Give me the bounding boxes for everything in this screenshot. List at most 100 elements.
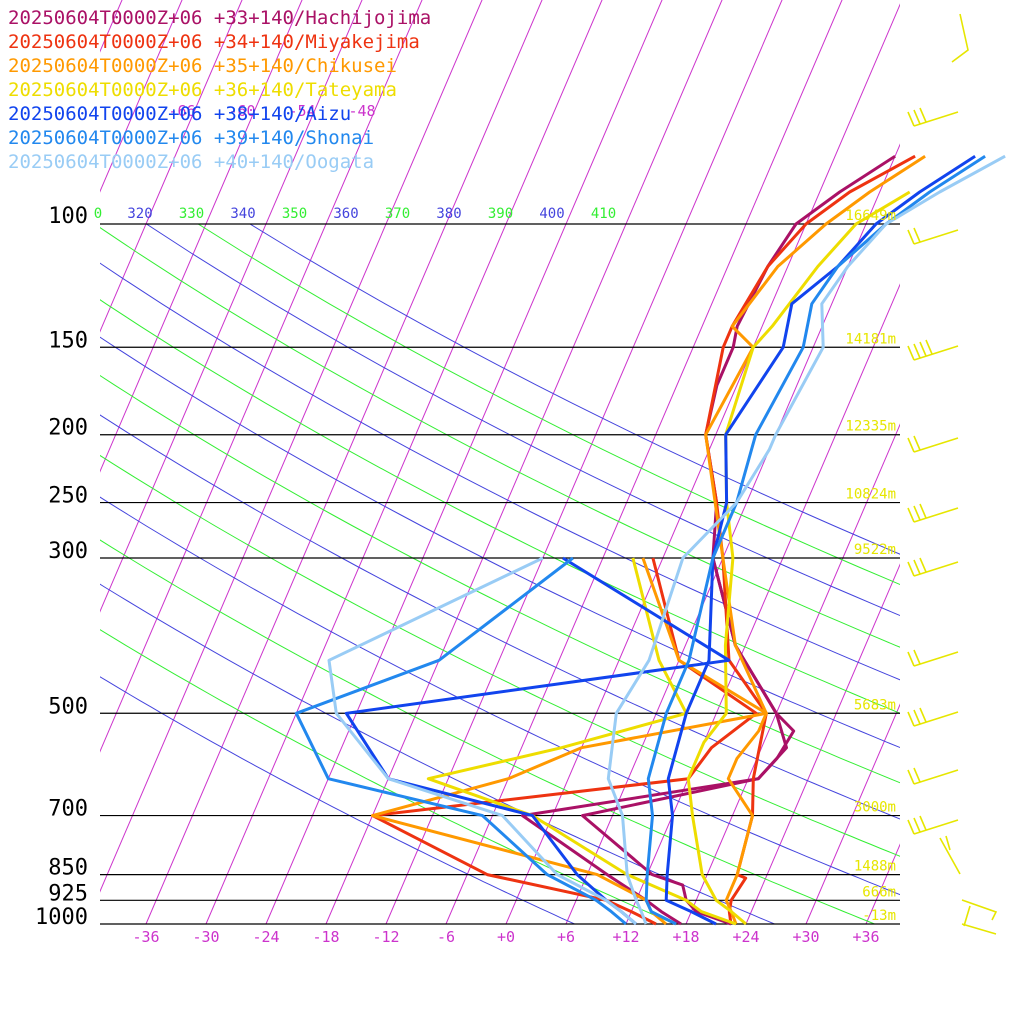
upper-isotherm-label: -66 — [168, 102, 195, 120]
legend-entry: 20250604T0000Z+06 +33+140/Hachijojima — [8, 7, 431, 29]
legend-entry: 20250604T0000Z+06 +34+140/Miyakejima — [8, 31, 420, 53]
temperature-tick-label: -30 — [192, 928, 219, 946]
wind-barb-shaft — [913, 711, 959, 727]
wind-barb-flag — [913, 817, 921, 833]
legend: 20250604T0000Z+06 +33+140/Hachijojima202… — [8, 7, 431, 173]
dewpoint-line-series-3 — [426, 557, 737, 926]
pressure-label: 300 — [48, 539, 88, 564]
wind-barb — [951, 13, 969, 63]
wind-barb-flag — [913, 343, 921, 359]
temperature-tick-label: +36 — [852, 928, 879, 946]
legend-entry: 20250604T0000Z+06 +40+140/Oogata — [8, 151, 374, 173]
dewpoint-line-series-6 — [327, 556, 637, 926]
pressure-label: 100 — [48, 204, 88, 229]
pressure-label: 500 — [48, 694, 88, 719]
wind-barb-flag — [913, 649, 921, 665]
dewpoint-line-series-4 — [344, 556, 731, 926]
wind-barb-flag — [907, 111, 915, 127]
wind-barb-flag — [919, 815, 927, 831]
temperature-tick-label: +0 — [497, 928, 515, 946]
wind-barb-flag — [913, 559, 921, 575]
wind-barbs — [907, 13, 998, 935]
theta-label: 360 — [333, 206, 358, 222]
legend-entry: 20250604T0000Z+06 +36+140/Tateyama — [8, 79, 397, 101]
isotherm-line — [625, 283, 900, 924]
theta-label: 340 — [230, 206, 255, 222]
height-label: -13m — [862, 908, 896, 924]
isotherm-line — [325, 0, 723, 924]
wind-barb — [907, 707, 959, 727]
wind-barb-shaft — [913, 111, 959, 127]
wind-barb-flag — [913, 505, 921, 521]
theta-label: 330 — [179, 206, 204, 222]
pressure-label: 200 — [48, 416, 88, 441]
height-label: 9522m — [854, 542, 896, 558]
wind-barb-flag — [919, 341, 927, 357]
height-label: 16649m — [845, 208, 896, 224]
wind-barb — [939, 835, 998, 935]
wind-barb-flag — [907, 507, 915, 523]
pressure-label: 250 — [48, 484, 88, 509]
temperature-tick-label: +24 — [732, 928, 759, 946]
theta-label: 400 — [539, 206, 564, 222]
wind-barb-flag — [913, 227, 921, 243]
isotherm-line — [100, 0, 183, 193]
wind-barb-stroke — [951, 13, 969, 63]
temperature-line-series-1 — [704, 154, 916, 925]
theta-label: 0 — [94, 206, 102, 222]
wind-barb — [907, 435, 959, 453]
isotherm-line — [865, 843, 900, 924]
theta-label: 370 — [385, 206, 410, 222]
temperature-line-series-2 — [704, 154, 926, 925]
height-label: 3000m — [854, 800, 896, 816]
wind-barb-flag — [907, 345, 915, 361]
wind-barb-shaft — [913, 437, 959, 453]
dewpoint-line-series-1 — [371, 557, 758, 926]
wind-barb-shaft — [913, 769, 959, 785]
wind-barb-shaft — [913, 345, 959, 361]
isotherm-line — [745, 563, 900, 924]
theta-label: 390 — [488, 206, 513, 222]
isotherm-line — [685, 423, 900, 924]
wind-barb-flag — [913, 767, 921, 783]
profile-lines — [294, 154, 1006, 926]
wind-barb — [907, 227, 959, 245]
legend-entry: 20250604T0000Z+06 +35+140/Chikusei — [8, 55, 397, 77]
temperature-tick-label: +18 — [672, 928, 699, 946]
isotherm-line — [445, 0, 843, 924]
wind-barb-flag — [907, 769, 915, 785]
wind-barb — [907, 339, 959, 361]
wind-barb-flag — [913, 109, 921, 125]
height-label: 10824m — [845, 487, 896, 503]
isotherm-line — [100, 0, 243, 333]
temperature-tick-label: -18 — [312, 928, 339, 946]
upper-isotherm-label: -60 — [228, 102, 255, 120]
height-label: 12335m — [845, 419, 896, 435]
wind-barb-flag — [919, 557, 927, 573]
dewpoint-line-series-5 — [294, 556, 627, 926]
pressure-label: 150 — [48, 328, 88, 353]
wind-barb-shaft — [913, 561, 959, 577]
wind-barb-flag — [907, 651, 915, 667]
temperature-line-series-5 — [644, 154, 986, 926]
wind-barb — [907, 557, 959, 577]
wind-barb-flag — [907, 561, 915, 577]
wind-barb-shaft — [913, 651, 959, 667]
temperature-line-series-4 — [664, 154, 976, 926]
wind-barb-flag — [919, 707, 927, 723]
pressure-label: 850 — [48, 856, 88, 881]
wind-barb-flag — [907, 711, 915, 727]
temperature-line-series-6 — [606, 154, 1006, 925]
wind-barb-flag — [919, 107, 927, 123]
theta-label: 350 — [282, 206, 307, 222]
upper-isotherm-label: -48 — [348, 102, 375, 120]
wind-barb — [907, 767, 959, 785]
pressure-label: 700 — [48, 797, 88, 822]
temperature-line-series-0 — [581, 154, 896, 926]
temperature-tick-label: -12 — [372, 928, 399, 946]
temperature-tick-label: +30 — [792, 928, 819, 946]
dry-adiabat — [100, 227, 900, 648]
wind-barb-shaft — [913, 229, 959, 245]
wind-barb-flag — [907, 437, 915, 453]
